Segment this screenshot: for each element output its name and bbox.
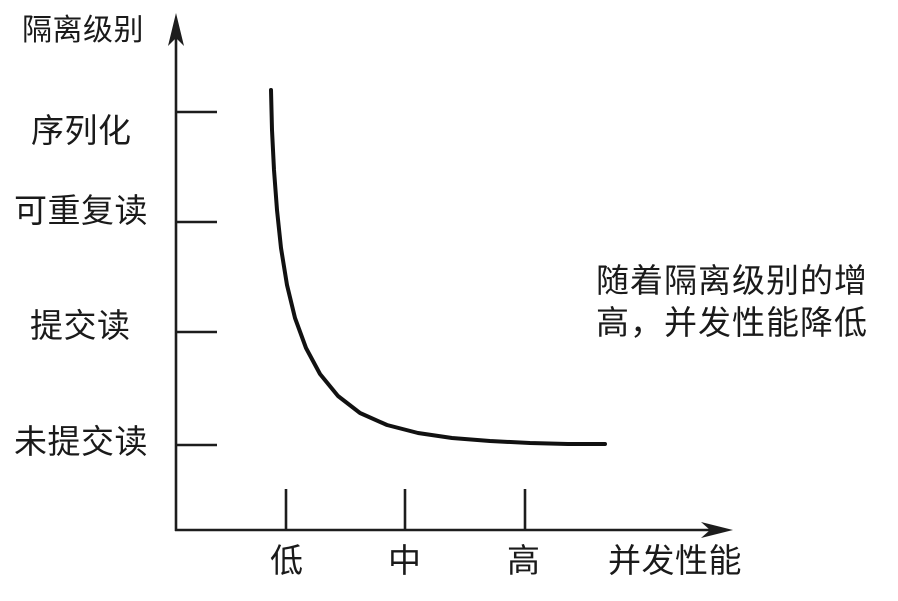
x-axis-arrowhead-icon — [701, 522, 733, 538]
y-tick-label-read-uncommitted: 未提交读 — [14, 425, 148, 461]
y-axis-title: 隔离级别 — [22, 14, 144, 47]
annotation-text: 随着隔离级别的增 高，并发性能降低 — [596, 261, 868, 345]
annotation-line-1: 随着隔离级别的增 — [596, 264, 868, 300]
relationship-curve — [269, 88, 607, 446]
y-axis-arrowhead-icon — [168, 13, 184, 46]
y-tick-label-read-committed: 提交读 — [30, 309, 131, 345]
annotation-line-2: 高，并发性能降低 — [596, 306, 868, 342]
y-tick-marks — [176, 110, 217, 447]
y-tick-label-serializable: 序列化 — [31, 114, 132, 150]
x-tick-label-medium: 中 — [388, 544, 422, 580]
x-axis-title: 并发性能 — [608, 544, 742, 580]
y-tick-label-repeatable-read: 可重复读 — [14, 194, 148, 230]
x-tick-marks — [284, 489, 527, 529]
x-tick-label-high: 高 — [507, 544, 541, 580]
x-tick-label-low: 低 — [270, 544, 304, 580]
